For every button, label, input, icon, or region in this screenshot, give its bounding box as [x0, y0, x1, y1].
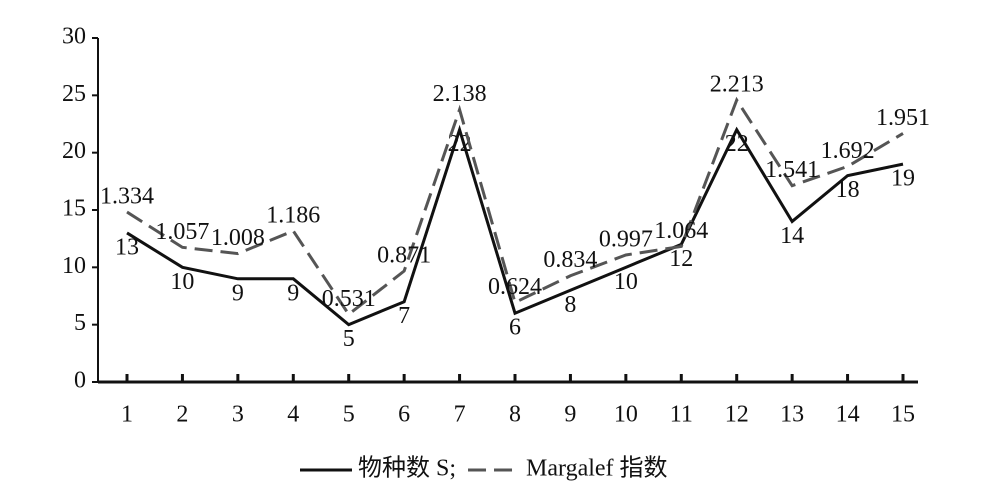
- data-label: 22: [725, 131, 749, 157]
- x-tick-label: 2: [176, 402, 188, 428]
- data-label: 6: [509, 315, 521, 341]
- x-tick-label: 10: [614, 402, 638, 428]
- data-label: 1.951: [876, 105, 930, 131]
- x-tick-label: 9: [564, 402, 576, 428]
- legend-label: Margalef 指数: [526, 455, 668, 482]
- data-label: 12: [669, 246, 693, 272]
- series-line: [126, 124, 904, 327]
- data-label: 1.064: [654, 218, 708, 244]
- data-label: 2.138: [433, 81, 487, 107]
- data-label: 18: [836, 177, 860, 203]
- data-label: 1.541: [765, 157, 819, 183]
- data-label: 1.692: [821, 138, 875, 164]
- y-tick-label: 30: [62, 24, 86, 50]
- x-tick-label: 7: [454, 402, 466, 428]
- data-label: 0.531: [322, 286, 376, 312]
- y-tick-label: 5: [74, 310, 86, 336]
- series-line: [126, 96, 904, 317]
- x-tick-label: 3: [232, 402, 244, 428]
- x-tick-label: 15: [891, 402, 915, 428]
- data-label: 0.624: [488, 274, 542, 300]
- data-label: 8: [564, 292, 576, 318]
- y-tick-label: 10: [62, 253, 86, 279]
- y-tick-label: 20: [62, 138, 86, 164]
- data-label: 5: [343, 326, 355, 352]
- data-label: 10: [614, 269, 638, 295]
- y-tick-label: 25: [62, 81, 86, 107]
- data-label: 10: [170, 269, 194, 295]
- data-label: 0.997: [599, 226, 653, 252]
- x-tick-label: 14: [836, 402, 860, 428]
- x-tick-label: 4: [287, 402, 299, 428]
- data-label: 1.057: [155, 219, 209, 245]
- y-tick-label: 15: [62, 196, 86, 222]
- data-label: 9: [232, 280, 244, 306]
- x-tick-label: 8: [509, 402, 521, 428]
- legend-label: 物种数 S;: [358, 455, 456, 482]
- data-label: 0.834: [543, 247, 597, 273]
- data-label: 14: [780, 223, 804, 249]
- x-tick-label: 12: [725, 402, 749, 428]
- x-tick-label: 5: [343, 402, 355, 428]
- x-tick-label: 1: [121, 402, 133, 428]
- data-label: 1.008: [211, 225, 265, 251]
- data-label: 9: [287, 280, 299, 306]
- y-tick-label: 0: [74, 368, 86, 394]
- data-label: 2.213: [710, 72, 764, 98]
- x-tick-label: 6: [398, 402, 410, 428]
- data-label: 13: [115, 234, 139, 260]
- x-tick-label: 11: [670, 402, 693, 428]
- data-label: 1.334: [100, 184, 154, 210]
- data-label: 1.186: [266, 202, 320, 228]
- data-label: 0.871: [377, 243, 431, 269]
- data-label: 7: [398, 303, 410, 329]
- x-tick-label: 13: [780, 402, 804, 428]
- data-label: 19: [891, 166, 915, 192]
